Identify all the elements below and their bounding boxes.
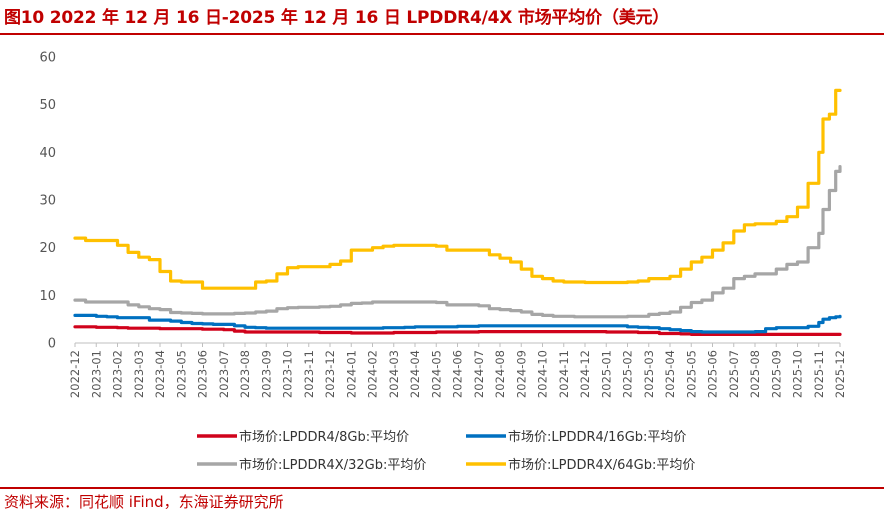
x-tick-label: 2025-12: [833, 350, 847, 398]
x-tick-label: 2023-05: [174, 350, 188, 398]
x-tick-label: 2023-10: [281, 350, 295, 398]
x-tick-label: 2024-01: [344, 350, 358, 398]
x-tick-label: 2024-08: [493, 350, 507, 398]
series-line-3: [73, 88, 842, 290]
x-tick-label: 2023-02: [111, 350, 125, 398]
x-tick-label: 2023-08: [238, 350, 252, 398]
x-tick-label: 2025-02: [621, 350, 635, 398]
x-tick-label: 2025-11: [812, 350, 826, 398]
legend-label: 市场价:LPDDR4X/64Gb:平均价: [508, 457, 695, 473]
x-tick-label: 2025-06: [706, 350, 720, 398]
x-tick-label: 2025-07: [727, 350, 741, 398]
x-tick-label: 2024-11: [557, 350, 571, 398]
x-tick-label: 2024-06: [451, 350, 465, 398]
legend-label: 市场价:LPDDR4/16Gb:平均价: [508, 429, 686, 445]
x-tick-label: 2025-08: [748, 350, 762, 398]
x-tick-label: 2025-10: [791, 350, 805, 398]
x-tick-label: 2023-11: [302, 350, 316, 398]
title-rule: [0, 33, 884, 35]
x-tick-label: 2025-03: [642, 350, 656, 398]
x-tick-label: 2024-03: [387, 350, 401, 398]
x-tick-label: 2024-09: [514, 350, 528, 398]
x-tick-label: 2024-10: [536, 350, 550, 398]
y-tick-label: 60: [39, 51, 56, 66]
x-tick-label: 2023-01: [89, 350, 103, 398]
figure-title: 图10 2022 年 12 月 16 日-2025 年 12 月 16 日 LP…: [4, 8, 670, 28]
source-note: 资料来源：同花顺 iFind，东海证券研究所: [4, 493, 284, 511]
x-tick-label: 2023-04: [153, 350, 167, 398]
y-tick-label: 40: [39, 146, 56, 161]
y-tick-label: 20: [39, 241, 56, 256]
y-tick-label: 30: [39, 194, 56, 209]
x-tick-label: 2024-07: [472, 350, 486, 398]
x-tick-label: 2025-05: [684, 350, 698, 398]
x-tick-label: 2025-09: [769, 350, 783, 398]
legend-label: 市场价:LPDDR4X/32Gb:平均价: [239, 457, 426, 473]
series-layer: [73, 88, 842, 336]
x-tick-label: 2023-03: [132, 350, 146, 398]
x-tick-label: 2023-07: [217, 350, 231, 398]
x-tick-label: 2025-01: [599, 350, 613, 398]
legend-label: 市场价:LPDDR4/8Gb:平均价: [239, 429, 409, 445]
x-tick-label: 2022-12: [68, 350, 82, 398]
x-tick-label: 2024-05: [429, 350, 443, 398]
series-line-1: [73, 313, 842, 334]
x-tick-label: 2025-04: [663, 350, 677, 398]
y-tick-label: 0: [48, 337, 56, 352]
y-tick-label: 50: [39, 98, 56, 113]
series-line-2: [73, 165, 842, 319]
series-line-0: [73, 325, 842, 336]
y-tick-label: 10: [39, 289, 56, 304]
x-tick-label: 2023-06: [196, 350, 210, 398]
x-tick-label: 2024-02: [366, 350, 380, 398]
source-rule: [0, 487, 884, 489]
x-tick-label: 2023-09: [259, 350, 273, 398]
x-tick-label: 2024-12: [578, 350, 592, 398]
x-tick-label: 2023-12: [323, 350, 337, 398]
legend: 市场价:LPDDR4/8Gb:平均价 市场价:LPDDR4/16Gb:平均价市场价…: [197, 429, 695, 473]
axis-layer: 0 10 20 30 40 50 60 2022-12 2023-01 2023-02 2023-0…: [39, 51, 847, 399]
x-tick-label: 2024-04: [408, 350, 422, 398]
